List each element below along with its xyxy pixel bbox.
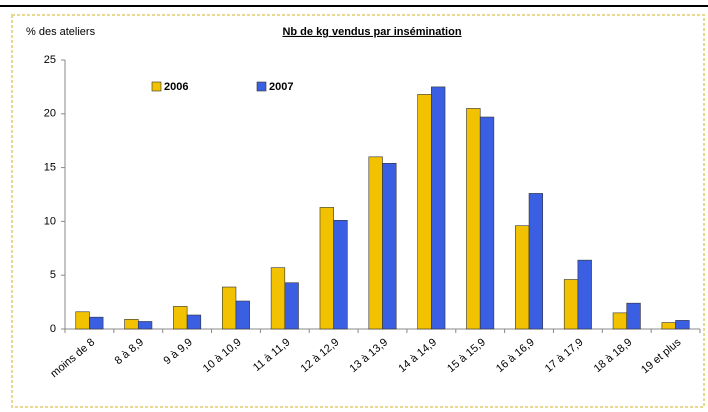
bar [528,193,544,330]
y-tick-label: 5 [50,269,56,281]
bar [75,311,90,330]
bar [270,267,286,330]
legend-label: 2006 [164,81,188,93]
bar [515,225,530,330]
bar [89,316,104,330]
bar [173,306,188,330]
bar [612,312,628,330]
legend-label: 2007 [269,81,293,93]
legend-swatch [151,81,162,92]
bar [661,322,676,330]
chart-title: Nb de kg vendus par insémination [282,26,461,38]
y-tick-label: 15 [44,162,56,174]
bar [431,86,446,330]
bar [626,302,641,330]
bar [577,259,592,330]
bar [466,108,481,330]
y-tick-label: 10 [44,215,56,227]
bar [382,162,397,330]
bar [479,116,495,330]
bar [368,156,383,330]
bar [284,282,299,330]
y-tick-label: 0 [50,323,56,335]
y-tick-label: 25 [44,54,56,66]
bar [333,220,348,330]
legend-swatch [256,81,267,92]
bar [235,300,250,330]
bar [675,320,690,330]
bar [186,314,202,330]
bar [221,286,237,330]
bar [124,319,139,330]
chart-frame [11,14,705,408]
bar [137,321,153,330]
bar [319,207,334,330]
y-tick-label: 20 [44,108,56,120]
y-axis-label: % des ateliers [26,26,96,38]
bar [417,94,432,330]
bar [563,279,579,330]
